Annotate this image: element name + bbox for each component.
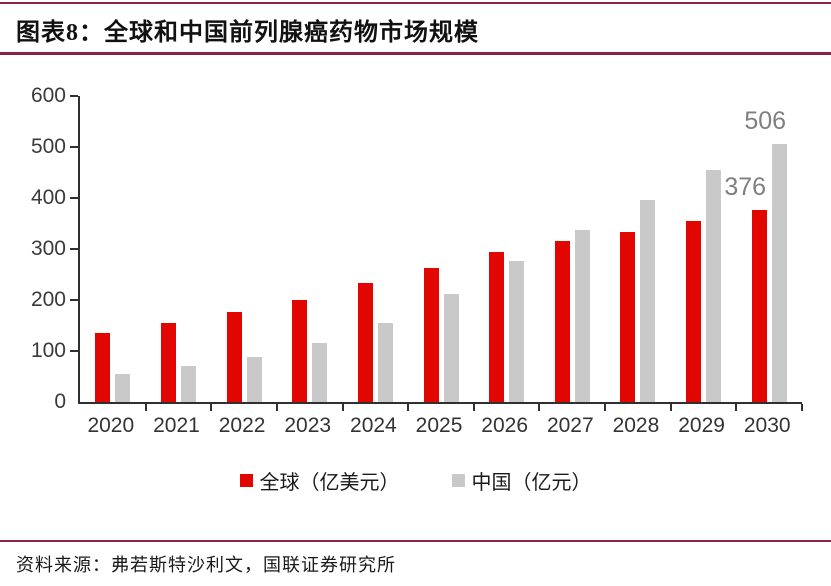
bar-group-2030 <box>736 96 802 402</box>
china-series-swatch <box>451 474 465 487</box>
y-tick-mark <box>70 248 78 250</box>
legend-label-global: 全球（亿美元） <box>259 472 400 494</box>
bar-china-2028 <box>640 199 656 402</box>
source-note: 资料来源：弗若斯特沙利文，国联证券研究所 <box>16 555 396 575</box>
x-tick-mark <box>407 404 410 411</box>
x-axis-label-2020: 2020 <box>87 414 135 437</box>
x-axis-label-2030: 2030 <box>743 414 791 437</box>
title-underline-rule <box>0 52 831 55</box>
bar-group-2027 <box>539 96 605 402</box>
x-tick-mark <box>341 404 344 411</box>
bar-china-2024 <box>377 322 393 402</box>
y-tick-mark <box>70 146 78 148</box>
bar-groups <box>80 96 802 402</box>
bar-global-2025 <box>423 267 439 402</box>
x-axis-label-2026: 2026 <box>481 414 529 437</box>
x-tick-mark <box>604 404 607 411</box>
plot-area: 0 100 200 300 400 500 600 376 506 <box>31 84 803 413</box>
bar-china-2021 <box>180 366 196 402</box>
y-tick-mark <box>70 197 78 199</box>
x-tick-mark <box>801 404 803 411</box>
data-label-global: 376 <box>724 173 767 202</box>
x-axis-labels: 2020 2021 2022 2023 2024 2025 2026 2027 2028 2029… <box>78 414 800 438</box>
bar-global-2020 <box>95 332 111 402</box>
y-tick-label: 300 <box>30 237 66 260</box>
bar-china-2025 <box>443 293 459 402</box>
bar-china-2026 <box>509 261 525 402</box>
bar-global-2030 <box>751 210 767 402</box>
figure-title: 图表8：全球和中国前列腺癌药物市场规模 <box>16 20 479 46</box>
bar-group-2022 <box>211 96 277 402</box>
bar-china-2029 <box>706 169 722 402</box>
x-tick-mark <box>735 404 738 411</box>
legend-label-china: 中国（亿元） <box>471 472 592 494</box>
bar-global-2028 <box>620 232 636 402</box>
bar-china-2023 <box>312 343 328 402</box>
legend-item-china: 中国（亿元） <box>451 466 592 495</box>
y-tick-mark <box>70 299 78 301</box>
bar-global-2024 <box>357 283 373 402</box>
bar-group-2021 <box>146 96 212 402</box>
x-axis-label-2025: 2025 <box>415 414 463 437</box>
y-tick-mark <box>70 350 78 352</box>
x-tick-mark <box>275 404 278 411</box>
bar-china-2030 <box>771 143 787 402</box>
y-tick-label: 500 <box>30 135 66 158</box>
global-series-swatch <box>239 474 253 487</box>
x-axis-label-2028: 2028 <box>612 414 660 437</box>
bar-global-2029 <box>686 220 702 402</box>
x-axis-label-2023: 2023 <box>284 414 332 437</box>
x-tick-mark <box>669 404 672 411</box>
bar-global-2022 <box>226 312 242 402</box>
bar-group-2026 <box>474 96 540 402</box>
y-tick-label: 400 <box>30 186 66 209</box>
y-tick-label: 0 <box>54 390 66 413</box>
x-axis-label-2024: 2024 <box>350 414 397 437</box>
bar-global-2026 <box>489 252 505 402</box>
data-label-china: 506 <box>744 106 787 135</box>
y-tick-mark <box>70 95 78 97</box>
x-tick-mark <box>472 404 475 411</box>
top-rule <box>0 2 831 4</box>
bar-group-2023 <box>277 96 343 402</box>
bar-global-2027 <box>554 240 570 402</box>
bar-china-2022 <box>246 357 262 402</box>
x-axis-label-2021: 2021 <box>153 414 200 437</box>
bar-group-2020 <box>80 96 146 402</box>
x-tick-mark <box>144 404 147 411</box>
bar-group-2024 <box>343 96 409 402</box>
chart-legend: 全球（亿美元） 中国（亿元） <box>0 466 831 495</box>
x-axis-label-2022: 2022 <box>218 414 266 437</box>
bar-group-2029 <box>671 96 737 402</box>
bar-global-2021 <box>160 322 176 402</box>
bar-china-2027 <box>574 230 590 402</box>
bottom-rule <box>0 540 831 542</box>
bar-group-2025 <box>408 96 474 402</box>
y-tick-label: 600 <box>30 84 66 107</box>
bar-china-2020 <box>115 373 131 402</box>
y-tick-label: 200 <box>30 288 66 311</box>
bar-global-2023 <box>292 299 308 402</box>
y-tick-label: 100 <box>30 339 66 362</box>
x-tick-mark <box>538 404 541 411</box>
bar-group-2028 <box>605 96 671 402</box>
x-axis-label-2027: 2027 <box>546 414 594 437</box>
x-tick-mark <box>210 404 213 411</box>
legend-item-global: 全球（亿美元） <box>239 466 400 495</box>
x-axis-label-2029: 2029 <box>678 414 725 437</box>
